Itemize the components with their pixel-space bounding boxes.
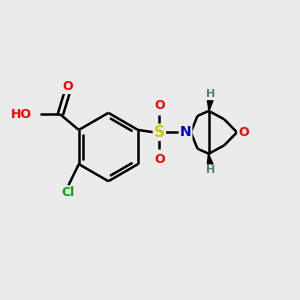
Text: O: O [238,126,249,139]
Text: S: S [154,125,165,140]
Text: N: N [180,125,191,139]
Text: O: O [154,99,165,112]
Text: H: H [206,89,215,99]
Text: Cl: Cl [62,186,75,200]
Text: H: H [206,165,215,176]
Text: O: O [62,80,73,93]
Polygon shape [207,99,213,111]
Polygon shape [207,154,213,165]
Text: O: O [154,153,165,166]
Text: HO: HO [11,108,32,121]
